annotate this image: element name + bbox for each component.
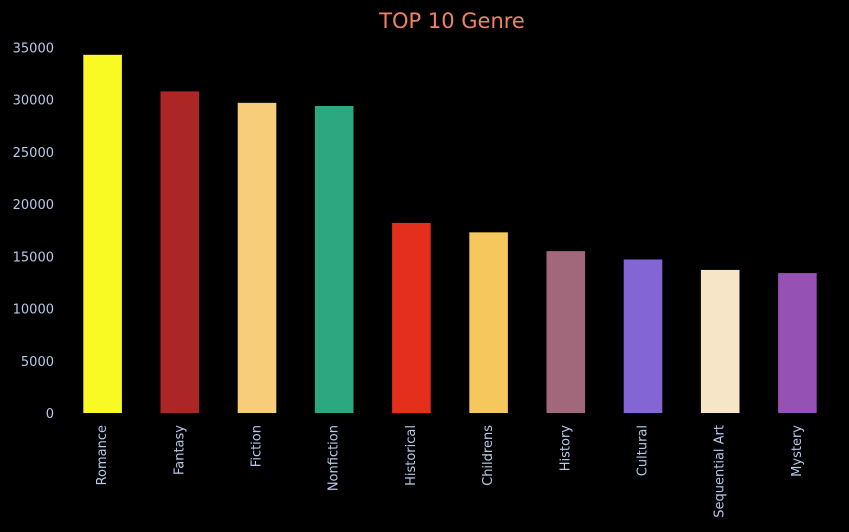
y-tick-label: 20000 <box>13 198 54 213</box>
bar <box>314 105 354 413</box>
bar <box>469 232 508 413</box>
bar <box>392 222 431 413</box>
chart-title: TOP 10 Genre <box>378 9 525 33</box>
bar <box>546 251 586 413</box>
bar <box>83 54 122 414</box>
bar <box>160 91 200 414</box>
x-tick-label: Fantasy <box>172 425 187 475</box>
x-tick-label: Historical <box>404 425 419 486</box>
bar <box>237 102 277 414</box>
y-tick-label: 25000 <box>13 146 54 161</box>
x-tick-label: Romance <box>95 425 110 485</box>
bars <box>83 54 817 414</box>
y-tick-label: 35000 <box>13 42 54 57</box>
bar <box>700 269 740 413</box>
x-tick-label: Childrens <box>481 425 496 486</box>
x-tick-label: Fiction <box>250 425 265 467</box>
x-tick-label: Nonfiction <box>327 425 342 491</box>
y-tick-label: 5000 <box>21 355 54 370</box>
x-tick-label: Mystery <box>790 425 805 477</box>
x-tick-label: Sequential Art <box>713 425 728 518</box>
y-tick-label: 30000 <box>13 94 54 109</box>
x-tick-label: Cultural <box>636 425 651 476</box>
y-tick-label: 15000 <box>13 250 54 265</box>
bar <box>623 259 663 413</box>
y-axis-ticks: 0 5000 10000 15000 20000 25000 30000 35000 <box>13 42 54 423</box>
x-axis-ticks: Romance Fantasy Fiction Nonfiction Historica… <box>95 425 805 518</box>
x-tick-label: History <box>558 425 573 472</box>
y-tick-label: 0 <box>46 407 54 422</box>
bar <box>778 273 817 413</box>
y-tick-label: 10000 <box>13 303 54 318</box>
